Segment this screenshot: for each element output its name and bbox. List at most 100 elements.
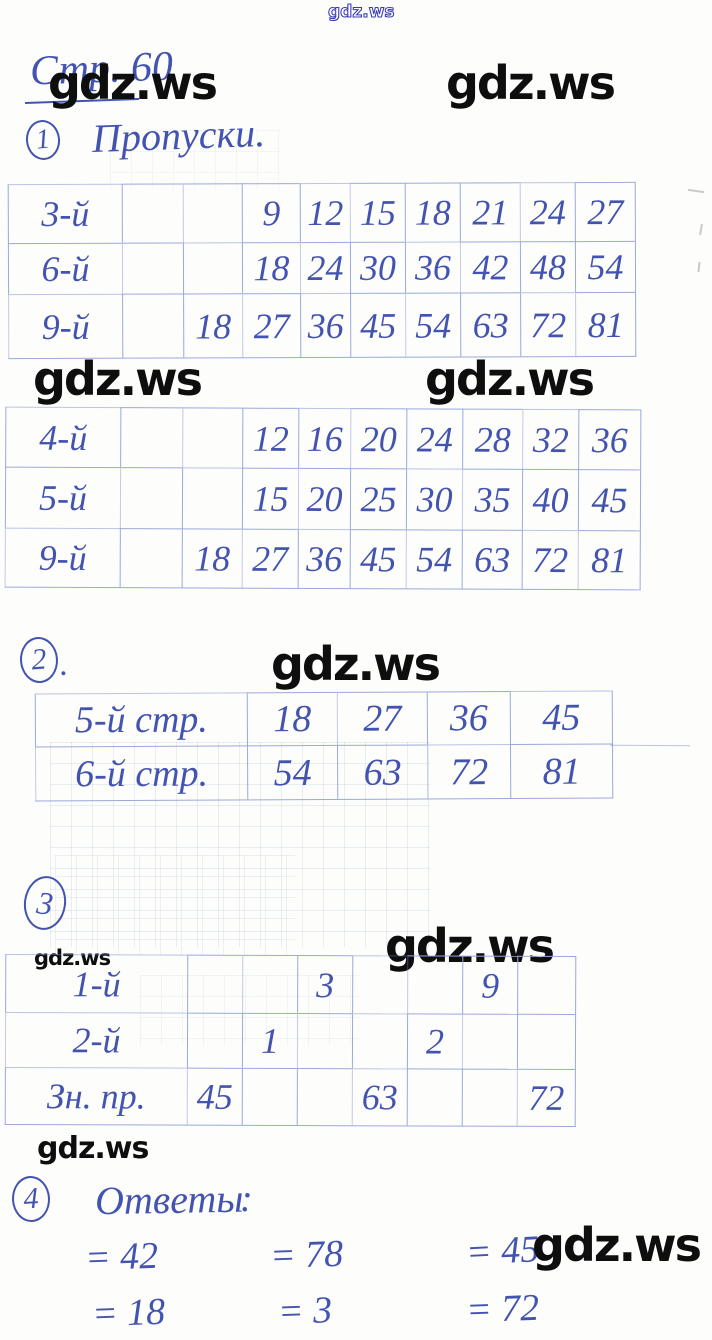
table-cell: 81 <box>575 291 636 357</box>
task-3-number: 3 <box>20 873 70 933</box>
table-cell: 20 <box>350 408 407 469</box>
table-cell <box>516 1013 576 1069</box>
table-cell <box>461 1068 517 1126</box>
pencil-mark <box>699 223 703 236</box>
table-cell: 12 <box>242 407 299 468</box>
task-1-number: 1 <box>24 118 62 162</box>
table-cell: 72 <box>520 292 576 357</box>
answer-value: = 45 <box>464 1228 541 1274</box>
table-cell <box>119 528 182 588</box>
site-watermark: gdz.ws <box>33 352 203 406</box>
table-cell: 63 <box>460 292 521 357</box>
table-row-label: 5-й <box>4 466 121 529</box>
table-cell: 36 <box>578 409 641 470</box>
table-cell: 54 <box>246 744 338 800</box>
stray-line <box>609 744 691 747</box>
task-number-text: 4 <box>22 1181 40 1216</box>
site-watermark: gdz.ws <box>48 56 218 110</box>
table-cell <box>517 955 576 1014</box>
multiplication-table-2: 4-й 12 16 20 24 28 32 36 5-й 15 20 25 30… <box>4 406 642 591</box>
table-cell: 27 <box>242 293 301 358</box>
task-4-number: 4 <box>10 1175 52 1223</box>
table-cell <box>461 1013 518 1069</box>
table-cell: 63 <box>461 529 522 589</box>
table-cell: 54 <box>574 240 636 293</box>
table-cell: 1 <box>241 1012 298 1069</box>
table-cell: 24 <box>299 241 351 294</box>
table-cell: 36 <box>300 292 351 358</box>
table-cell <box>406 1068 462 1126</box>
table-cell: 63 <box>336 744 428 799</box>
answer-value: = 78 <box>269 1232 344 1278</box>
task-2-dot: . <box>60 646 69 683</box>
table-row-label: 5-й стр. <box>34 692 247 747</box>
table-cell: 72 <box>521 529 578 590</box>
table-cell: 30 <box>349 241 406 293</box>
table-cell <box>351 1013 408 1069</box>
table-cell: 18 <box>183 293 243 358</box>
table-cell: 18 <box>241 242 301 294</box>
table-row-label: Зн. пр. <box>4 1067 187 1125</box>
table-cell <box>407 955 463 1014</box>
site-watermark: gdz.ws <box>271 637 441 691</box>
table-cell: 81 <box>509 743 613 799</box>
table-row-label: 6-й <box>7 242 123 295</box>
table-cell <box>182 407 243 468</box>
table-cell <box>121 183 183 243</box>
table-cell: 36 <box>297 528 350 589</box>
table-cell: 18 <box>246 691 337 746</box>
table-cell: 18 <box>181 528 242 588</box>
table-cell: 28 <box>462 408 523 469</box>
table-cell: 63 <box>351 1068 407 1126</box>
table-cell: 32 <box>522 408 579 470</box>
task-1-title: Пропуски. <box>91 109 266 162</box>
table-cell: 18 <box>404 182 460 242</box>
table-cell <box>187 954 243 1013</box>
table-cell <box>352 955 408 1014</box>
table-cell: 72 <box>516 1068 575 1126</box>
site-watermark: gdz.ws <box>532 1218 702 1272</box>
table-cell: 45 <box>509 690 612 745</box>
table-cell <box>242 954 298 1014</box>
table-cell: 45 <box>577 469 641 531</box>
site-watermark: gdz.ws <box>37 1131 149 1166</box>
table-cell: 40 <box>521 468 579 531</box>
table-cell: 45 <box>350 292 406 357</box>
table-cell <box>296 1013 353 1069</box>
table-cell: 21 <box>459 182 520 242</box>
answer-value: = 18 <box>91 1290 166 1336</box>
answer-value: = 3 <box>277 1289 333 1333</box>
table-cell: 2 <box>406 1013 463 1069</box>
table-cell: 81 <box>577 530 640 590</box>
task-number-text: 3 <box>34 884 56 922</box>
table-cell: 24 <box>519 182 575 242</box>
pencil-mark <box>697 261 701 273</box>
answer-value: = 72 <box>465 1286 540 1332</box>
table-cell <box>296 1068 352 1126</box>
table-cell: 3 <box>297 955 353 1014</box>
task-number-text: 2 <box>30 642 48 677</box>
table-cell: 24 <box>406 408 463 469</box>
table-cell: 36 <box>426 691 510 745</box>
table-cell: 15 <box>349 182 405 242</box>
table-row-label: 6-й стр. <box>34 745 248 801</box>
table-cell: 36 <box>404 241 461 293</box>
table-cell: 54 <box>405 529 462 589</box>
site-watermark: gdz.ws <box>385 919 555 973</box>
table-cell: 27 <box>574 181 635 242</box>
table-cell: 45 <box>186 1067 242 1125</box>
task-number-text: 1 <box>34 123 52 156</box>
task-4-title: Ответы <box>94 1175 244 1224</box>
site-watermark: gdz.ws <box>425 352 595 406</box>
table-cell <box>182 183 242 243</box>
table-cell: 30 <box>405 468 463 530</box>
pencil-mark <box>687 188 705 194</box>
table-row-label: 1-й <box>5 954 188 1013</box>
table-cell: 48 <box>519 241 576 293</box>
paper-grid-patch <box>55 855 295 955</box>
task-2-number: 2 <box>18 635 60 685</box>
table-cell: 42 <box>459 241 521 293</box>
site-watermark: gdz.ws <box>327 2 395 22</box>
rows-table: 5-й стр. 18 27 36 45 6-й стр. 54 63 72 8… <box>34 690 614 802</box>
table-cell: 20 <box>297 467 351 530</box>
